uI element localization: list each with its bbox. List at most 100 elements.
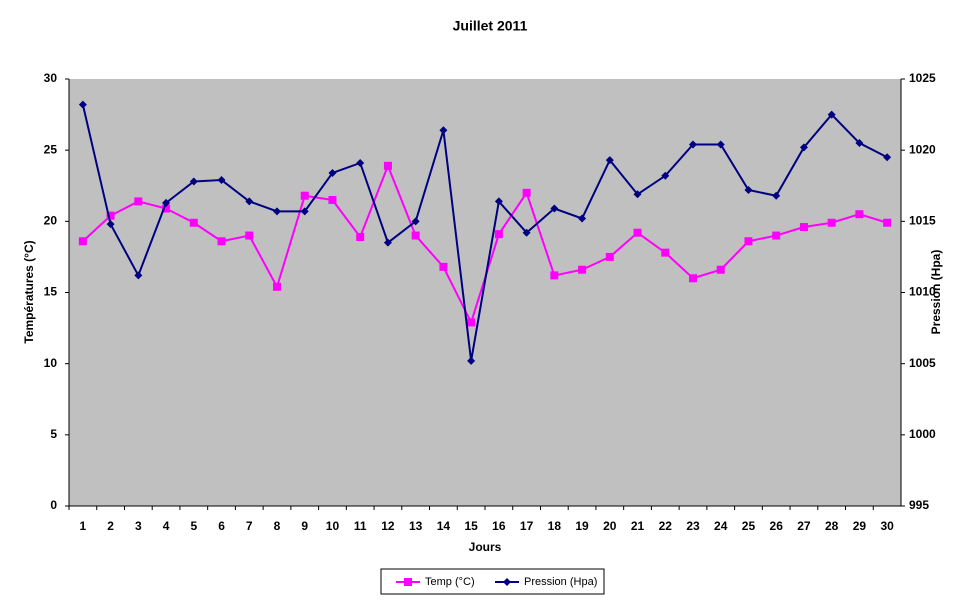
marker — [134, 197, 143, 206]
marker — [633, 190, 642, 199]
x-tick-label: 7 — [246, 519, 253, 533]
marker — [633, 228, 642, 237]
x-tick-label: 10 — [326, 519, 340, 533]
series-line — [81, 104, 888, 361]
marker — [383, 161, 392, 170]
marker — [78, 237, 87, 246]
marker — [661, 171, 670, 180]
x-tick-label: 25 — [742, 519, 756, 533]
marker — [356, 232, 365, 241]
marker — [162, 198, 171, 207]
marker — [217, 237, 226, 246]
x-tick-label: 23 — [686, 519, 700, 533]
plot-area — [69, 79, 901, 506]
y2-tick-label: 1020 — [909, 142, 936, 156]
marker — [744, 186, 753, 195]
x-tick-label: 16 — [492, 519, 506, 533]
marker — [744, 237, 753, 246]
x-tick-label: 21 — [631, 519, 645, 533]
y2-tick-label: 1000 — [909, 427, 936, 441]
marker — [827, 110, 836, 119]
chart-title: Juillet 2011 — [453, 18, 528, 34]
marker — [273, 207, 281, 216]
marker — [328, 195, 337, 204]
x-tick-label: 4 — [163, 519, 170, 533]
legend-text: Temp (°C) — [425, 576, 475, 588]
x-tick-label: 20 — [603, 519, 617, 533]
x-tick-label: 28 — [825, 519, 839, 533]
y2-axis-label: Pression (Hpa) — [929, 250, 943, 335]
marker — [689, 274, 697, 283]
marker — [439, 262, 448, 271]
x-tick-label: 13 — [409, 519, 423, 533]
y-tick-label: 0 — [50, 498, 57, 512]
marker — [217, 176, 226, 185]
marker — [134, 271, 143, 280]
y2-tick-label: 1005 — [909, 356, 936, 370]
marker — [772, 231, 781, 240]
marker — [300, 207, 309, 216]
y2-tick-label: 1025 — [909, 71, 936, 85]
y-tick-label: 20 — [44, 214, 58, 228]
marker — [245, 197, 254, 206]
x-tick-label: 6 — [218, 519, 225, 533]
x-tick-label: 2 — [107, 519, 114, 533]
marker — [522, 188, 531, 197]
marker — [503, 578, 511, 586]
marker — [494, 197, 503, 206]
marker — [716, 265, 725, 274]
marker — [605, 156, 614, 165]
marker — [189, 218, 198, 227]
x-tick-label: 18 — [548, 519, 562, 533]
x-tick-label: 3 — [135, 519, 142, 533]
y2-tick-label: 1010 — [909, 285, 936, 299]
x-tick-label: 22 — [659, 519, 673, 533]
marker — [411, 217, 420, 226]
marker — [772, 191, 781, 200]
x-tick-label: 27 — [797, 519, 811, 533]
x-tick-label: 5 — [190, 519, 197, 533]
y-tick-label: 10 — [44, 356, 58, 370]
x-tick-label: 8 — [274, 519, 281, 533]
x-tick-label: 26 — [770, 519, 784, 533]
marker — [522, 228, 531, 237]
marker — [689, 140, 697, 149]
y-tick-label: 15 — [44, 285, 58, 299]
marker — [411, 231, 420, 240]
y-tick-label: 5 — [50, 427, 57, 441]
x-tick-label: 1 — [80, 519, 87, 533]
marker — [300, 191, 309, 200]
marker — [550, 204, 559, 213]
marker — [439, 126, 448, 135]
marker — [716, 140, 725, 149]
marker — [106, 211, 115, 220]
x-tick-label: 11 — [354, 519, 367, 533]
marker — [404, 578, 412, 586]
marker — [578, 265, 587, 274]
marker — [383, 238, 392, 247]
x-tick-label: 29 — [853, 519, 867, 533]
legend-text: Pression (Hpa) — [524, 576, 597, 588]
y-tick-label: 25 — [44, 142, 58, 156]
marker — [578, 214, 587, 223]
marker — [661, 248, 670, 257]
marker — [550, 271, 559, 280]
marker — [799, 143, 808, 152]
x-tick-label: 19 — [575, 519, 589, 533]
y2-tick-label: 1015 — [909, 214, 936, 228]
marker — [467, 318, 476, 327]
marker — [883, 218, 892, 227]
marker — [356, 158, 365, 167]
marker — [245, 231, 254, 240]
x-tick-label: 14 — [437, 519, 451, 533]
x-tick-label: 9 — [301, 519, 308, 533]
y2-tick-label: 995 — [909, 498, 929, 512]
marker — [467, 356, 476, 365]
marker — [106, 220, 115, 229]
x-tick-label: 15 — [464, 519, 478, 533]
marker — [883, 153, 892, 162]
y-axis-label: Températures (°C) — [22, 240, 36, 343]
marker — [494, 230, 503, 239]
marker — [827, 218, 836, 227]
